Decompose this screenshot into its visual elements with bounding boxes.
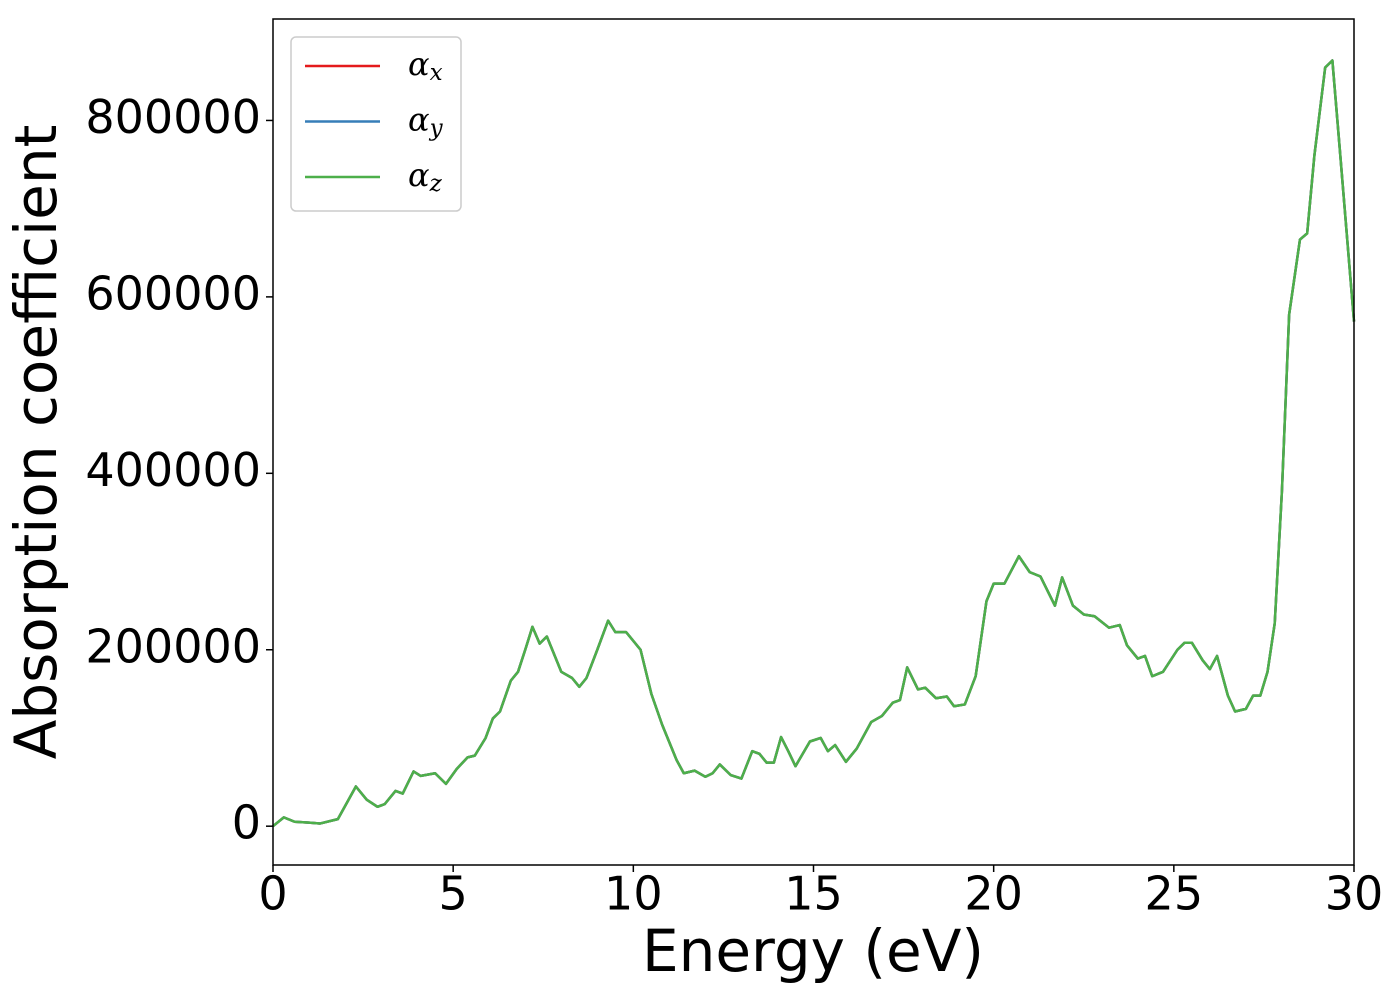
legend-label: αz <box>408 156 443 198</box>
x-tick-label: 0 <box>258 867 287 921</box>
legend-label: αy <box>408 100 444 142</box>
legend-label: αx <box>408 45 443 87</box>
legend-box <box>290 36 462 212</box>
x-axis-label: Energy (eV) <box>642 917 984 985</box>
x-tick-label: 30 <box>1325 867 1384 921</box>
y-tick-label: 800000 <box>85 90 261 144</box>
x-tick-label: 20 <box>964 867 1023 921</box>
x-tick-label: 15 <box>784 867 843 921</box>
y-tick-label: 400000 <box>85 443 261 497</box>
x-tick-label: 25 <box>1145 867 1204 921</box>
y-tick-label: 200000 <box>85 619 261 673</box>
x-tick-label: 10 <box>604 867 663 921</box>
plot-frame <box>272 18 1355 866</box>
y-tick-label: 0 <box>232 796 261 850</box>
data-line <box>272 59 1356 828</box>
y-tick-label: 600000 <box>85 266 261 320</box>
y-axis-label: Absorption coefficient <box>2 125 70 760</box>
x-tick-label: 5 <box>439 867 468 921</box>
